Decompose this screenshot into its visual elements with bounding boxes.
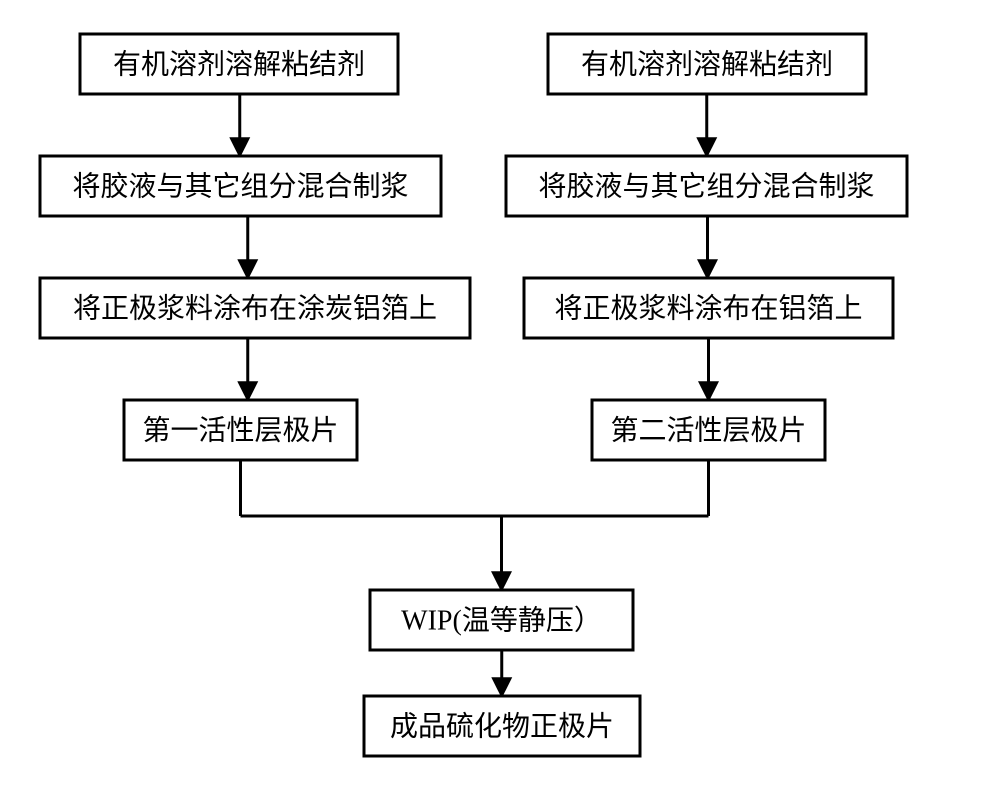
flow-node-label: 有机溶剂溶解粘结剂	[113, 49, 365, 81]
flow-node-l1: 有机溶剂溶解粘结剂	[80, 34, 398, 94]
flow-node-label: 第一活性层极片	[142, 415, 338, 447]
flow-node-label: 成品硫化物正极片	[390, 711, 614, 743]
flow-node-r3: 将正极浆料涂布在铝箔上	[524, 278, 893, 338]
flow-node-l3: 将正极浆料涂布在涂炭铝箔上	[40, 278, 470, 338]
flow-node-m1: WIP(温等静压）	[370, 590, 633, 650]
flow-node-label: 将正极浆料涂布在铝箔上	[554, 293, 862, 325]
flow-node-label: 将胶液与其它组分混合制浆	[72, 171, 408, 203]
flow-node-r2: 将胶液与其它组分混合制浆	[506, 156, 907, 216]
flow-node-r4: 第二活性层极片	[592, 400, 825, 460]
flow-node-label: 将胶液与其它组分混合制浆	[538, 171, 874, 203]
flowchart-diagram: 有机溶剂溶解粘结剂将胶液与其它组分混合制浆将正极浆料涂布在涂炭铝箔上第一活性层极…	[0, 0, 1000, 785]
flow-node-m2: 成品硫化物正极片	[364, 696, 640, 756]
flow-node-label: 将正极浆料涂布在涂炭铝箔上	[73, 293, 437, 325]
flow-node-label: 第二活性层极片	[610, 415, 806, 447]
flow-node-label: 有机溶剂溶解粘结剂	[581, 49, 833, 81]
flow-node-r1: 有机溶剂溶解粘结剂	[548, 34, 866, 94]
flow-node-label: WIP(温等静压）	[401, 605, 602, 637]
flow-node-l2: 将胶液与其它组分混合制浆	[40, 156, 441, 216]
flow-node-l4: 第一活性层极片	[124, 400, 357, 460]
